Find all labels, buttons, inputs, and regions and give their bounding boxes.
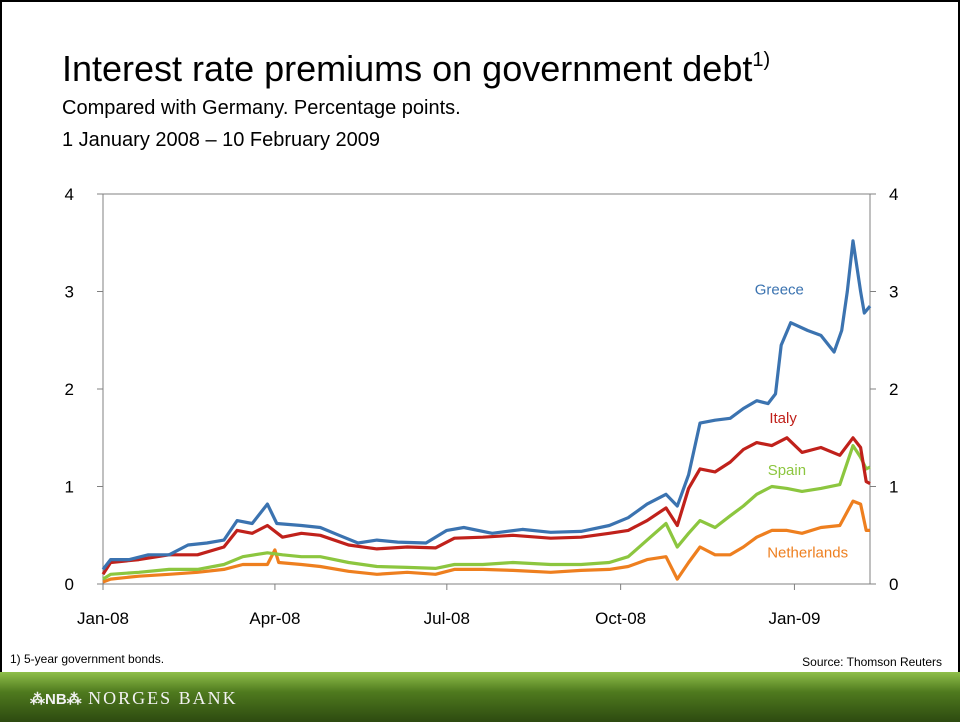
series-line-italy bbox=[101, 436, 871, 576]
x-tick-label: Jul-08 bbox=[424, 609, 470, 628]
chart-series-labels: Greece Italy Spain Netherlands bbox=[755, 281, 848, 561]
y-tick-label-left: 3 bbox=[65, 283, 74, 302]
x-tick-label: Apr-08 bbox=[249, 609, 300, 628]
plot-area-border bbox=[102, 193, 871, 585]
x-tick-label: Oct-08 bbox=[595, 609, 646, 628]
footer-bar bbox=[0, 672, 960, 722]
slide-frame bbox=[0, 0, 960, 672]
y-tick-label-right: 2 bbox=[889, 380, 898, 399]
x-tick-label: Jan-08 bbox=[77, 609, 129, 628]
chart-title: Interest rate premiums on government deb… bbox=[62, 42, 770, 89]
y-tick-label-left: 0 bbox=[65, 575, 74, 594]
chart-subtitle-units: Compared with Germany. Percentage points… bbox=[62, 97, 461, 119]
chart-axes bbox=[97, 193, 876, 590]
y-tick-label-right: 3 bbox=[889, 283, 898, 302]
y-tick-label-right: 1 bbox=[889, 478, 898, 497]
chart-tick-labels: 0 0 1 1 2 2 3 3 4 4 Jan-08 Apr-08 Jul-08 Oct-08 Jan-09 bbox=[65, 185, 899, 628]
chart-title-text: Interest rate premiums on government deb… bbox=[62, 48, 753, 89]
series-line-netherlands bbox=[102, 499, 870, 584]
line-chart: 0 0 1 1 2 2 3 3 4 4 Jan-08 Apr-08 Jul-08 Oct-08 Jan-09… bbox=[65, 185, 899, 628]
series-line-greece bbox=[101, 239, 872, 571]
footnote: 1) 5-year government bonds. bbox=[10, 652, 165, 666]
series-label-netherlands: Netherlands bbox=[767, 545, 848, 562]
logo-text: NORGES BANK bbox=[88, 688, 238, 708]
y-tick-label-left: 1 bbox=[65, 478, 74, 497]
x-tick-label: Jan-09 bbox=[768, 609, 820, 628]
series-line-spain bbox=[102, 444, 871, 581]
y-tick-label-left: 2 bbox=[65, 380, 74, 399]
title-footnote-marker: 1) bbox=[752, 49, 771, 71]
chart-series bbox=[101, 239, 872, 584]
norges-bank-logo: ⁂NB⁂ NORGES BANK bbox=[30, 688, 238, 709]
series-label-spain: Spain bbox=[768, 462, 806, 479]
y-tick-label-left: 4 bbox=[65, 185, 74, 204]
source-note: Source: Thomson Reuters bbox=[802, 655, 942, 669]
series-label-italy: Italy bbox=[769, 410, 797, 427]
series-label-greece: Greece bbox=[755, 281, 804, 298]
y-tick-label-right: 0 bbox=[889, 575, 898, 594]
y-tick-label-right: 4 bbox=[889, 185, 898, 204]
logo-mark: ⁂NB⁂ bbox=[30, 691, 82, 708]
chart-subtitle-period: 1 January 2008 – 10 February 2009 bbox=[62, 129, 380, 151]
